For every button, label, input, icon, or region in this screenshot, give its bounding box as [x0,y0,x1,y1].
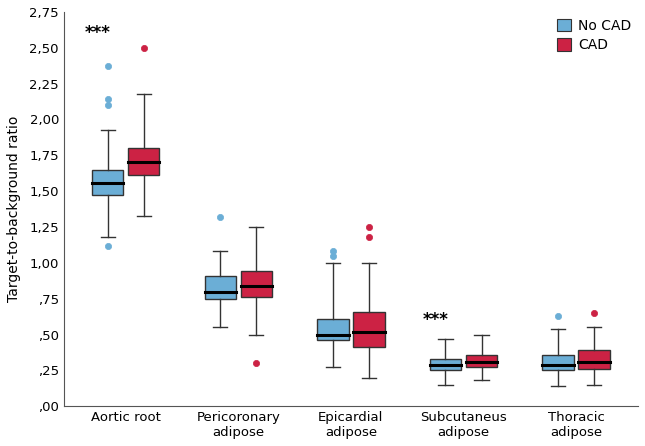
Bar [128,148,159,175]
Y-axis label: Target-to-background ratio: Target-to-background ratio [7,116,21,302]
Text: ***: *** [84,25,110,42]
Bar [542,355,574,370]
Bar [241,272,272,297]
Bar [466,355,497,368]
Bar [430,359,461,370]
Bar [579,350,610,369]
Bar [353,312,384,347]
Bar [92,169,123,195]
Text: ***: *** [422,311,448,329]
Bar [317,319,349,340]
Legend: No CAD, CAD: No CAD, CAD [557,19,631,53]
Bar [204,276,236,299]
